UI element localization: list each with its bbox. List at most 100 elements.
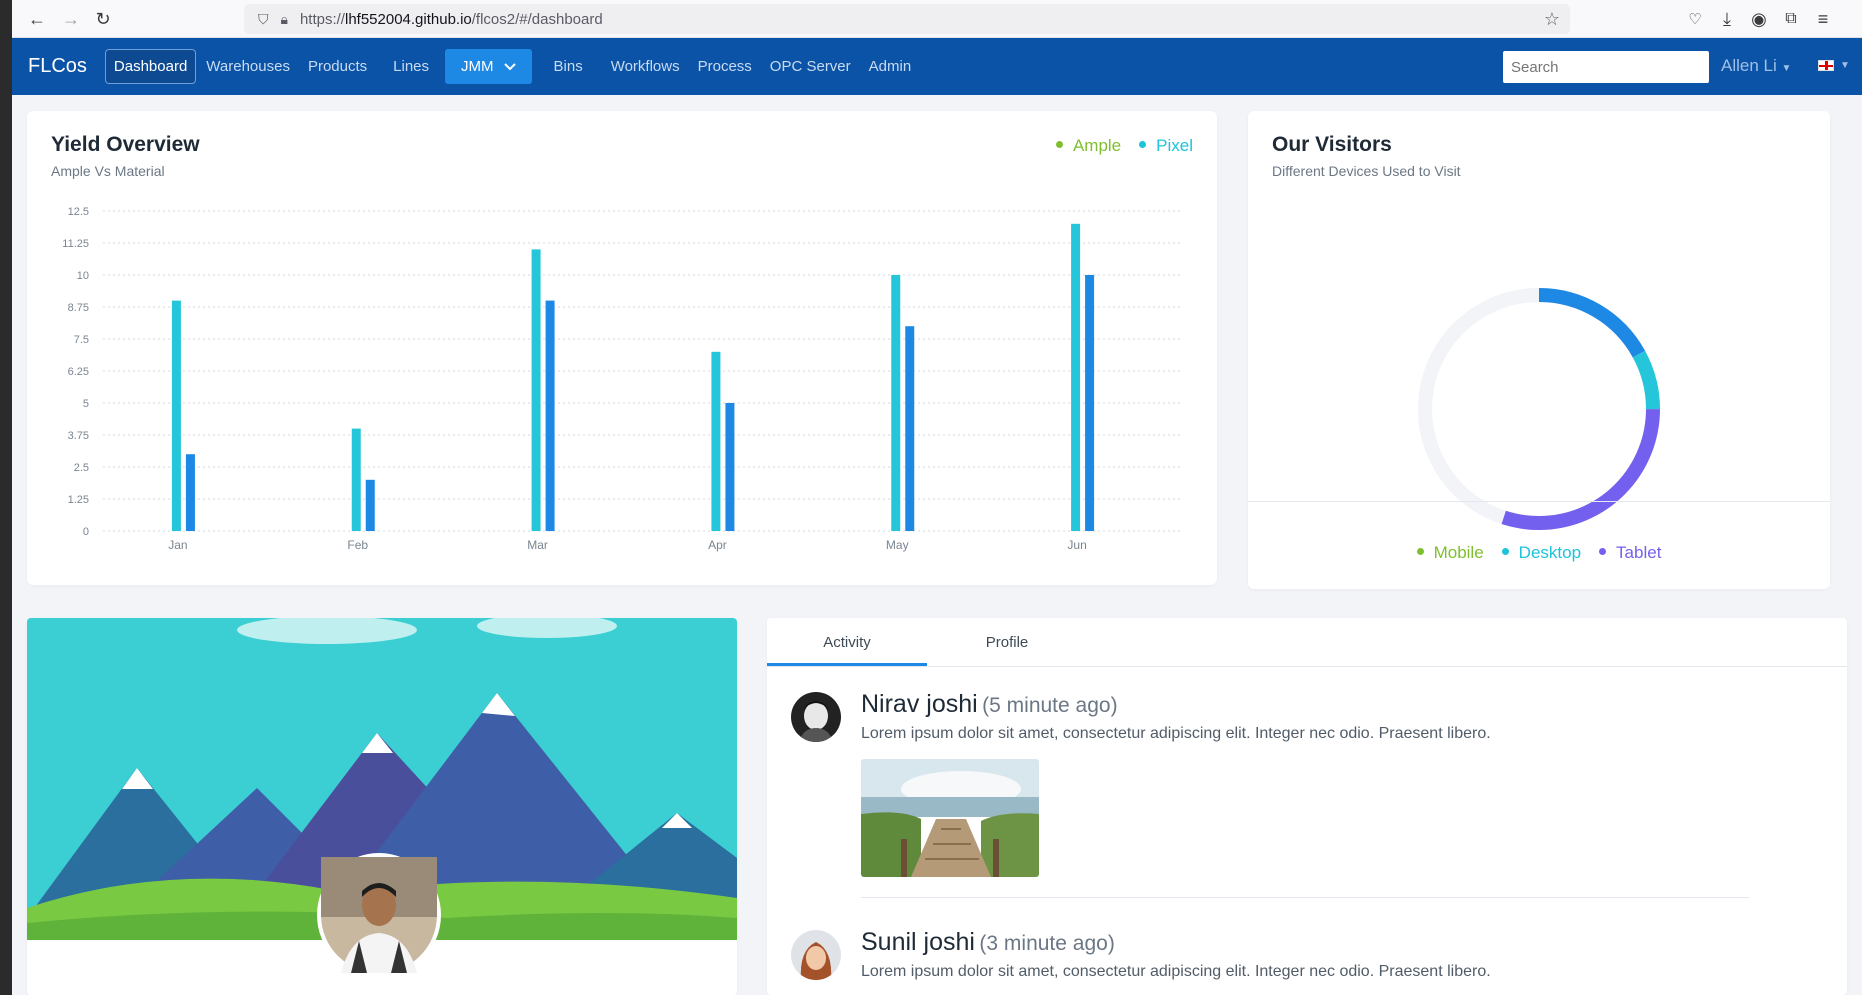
card-title: Our Visitors <box>1272 133 1392 156</box>
legend-dot <box>1501 548 1509 556</box>
nav-bins[interactable]: Bins <box>553 58 583 75</box>
nav-products[interactable]: Products <box>307 58 368 75</box>
y-tick-label: 7.5 <box>74 334 89 346</box>
bar-pixel-jun[interactable] <box>1085 275 1095 531</box>
bar-chart: 0 1.25 2.5 3.75 5 6.25 7.5 8.75 10 11.25 12.5 Jan Fe… <box>62 206 1182 552</box>
y-tick-label: 8.75 <box>68 302 89 314</box>
url-prefix: https:// <box>299 10 345 28</box>
legend-label: Desktop <box>1518 543 1582 562</box>
url-bar[interactable]: ⛉ 🔒︎ https://lhf552004.github.io/flcos2/… <box>244 4 1570 34</box>
tab-activity[interactable]: Activity <box>767 618 927 666</box>
y-tick-label: 11.25 <box>62 238 89 250</box>
y-tick-label: 12.5 <box>68 206 89 218</box>
nav-jmm-dropdown[interactable]: JMM <box>445 49 532 84</box>
browser-toolbar: ← → ↻ ⛉ 🔒︎ https://lhf552004.github.io/f… <box>12 0 1862 38</box>
nav-lines[interactable]: Lines <box>393 58 430 75</box>
download-icon[interactable]: ⤓ <box>1723 8 1731 29</box>
bar-pixel-apr[interactable] <box>725 403 735 531</box>
bar-pixel-mar[interactable] <box>545 300 555 531</box>
y-tick-label: 10 <box>77 270 89 282</box>
tab-profile[interactable]: Profile <box>985 634 1029 651</box>
chart-legend: Ample Pixel <box>1055 136 1193 156</box>
donut-segment[interactable] <box>1418 288 1660 530</box>
profile-banner-card <box>27 618 737 995</box>
bar-ample-apr[interactable] <box>711 351 721 531</box>
user-photo <box>791 930 841 980</box>
x-tick-label: Jan <box>168 538 187 552</box>
donut-chart <box>1418 288 1660 530</box>
avatar[interactable] <box>791 930 841 980</box>
user-photo <box>791 692 841 742</box>
user-menu[interactable]: Allen Li ▼ <box>1721 56 1791 76</box>
avatar[interactable] <box>317 853 441 977</box>
legend-pixel: Pixel <box>1139 136 1193 156</box>
extensions-icon[interactable]: ⧉ <box>1785 10 1797 27</box>
bar-pixel-may[interactable] <box>905 326 915 531</box>
card-subtitle: Different Devices Used to Visit <box>1272 163 1461 179</box>
desktop-edge <box>0 0 12 995</box>
profile-photo <box>321 857 437 973</box>
chevron-down-icon <box>503 62 516 70</box>
visitors-legend: Mobile Desktop Tablet <box>1248 543 1830 563</box>
bar-pixel-jan[interactable] <box>185 454 195 531</box>
x-tick-label: Jun <box>1067 538 1086 552</box>
legend-dot <box>1055 141 1063 149</box>
activity-photo[interactable] <box>861 759 1039 877</box>
visitors-card: Our Visitors Different Devices Used to V… <box>1248 111 1830 589</box>
avatar[interactable] <box>791 692 841 742</box>
nav-dashboard[interactable]: Dashboard <box>104 49 197 84</box>
legend-label: Pixel <box>1156 136 1193 155</box>
x-tick-label: Mar <box>527 538 548 552</box>
activity-card: Activity Profile Nirav joshi (5 minute a… <box>767 618 1847 995</box>
url-path: /flcos2/#/dashboard <box>471 10 603 28</box>
bar-ample-may[interactable] <box>891 275 901 531</box>
donut-segment[interactable] <box>1418 288 1660 530</box>
yield-overview-card: Yield Overview Ample Vs Material Ample P… <box>27 111 1217 585</box>
user-name: Allen Li <box>1721 56 1777 75</box>
activity-text: Lorem ipsum dolor sit amet, consectetur … <box>861 725 1491 742</box>
bar-ample-feb[interactable] <box>351 428 361 531</box>
nav-process[interactable]: Process <box>697 58 752 75</box>
top-navbar: FLCos Dashboard Warehouses Products Line… <box>12 38 1862 95</box>
nav-admin[interactable]: Admin <box>868 58 912 75</box>
shield-icon: ⛉ <box>258 10 269 27</box>
divider <box>861 897 1749 898</box>
forward-arrow-icon[interactable]: → <box>62 8 80 29</box>
caret-down-icon: ▼ <box>1781 63 1792 74</box>
legend-label: Mobile <box>1433 543 1484 562</box>
nav-warehouses[interactable]: Warehouses <box>206 58 290 75</box>
legend-ample: Ample <box>1055 136 1121 156</box>
divider <box>1248 501 1830 502</box>
x-tick-label: Feb <box>347 538 368 552</box>
y-tick-label: 2.5 <box>74 462 89 474</box>
brand-logo[interactable]: FLCos <box>28 55 87 77</box>
bar-ample-mar[interactable] <box>531 249 541 531</box>
bar-ample-jan[interactable] <box>171 300 181 531</box>
search-input[interactable] <box>1503 51 1709 83</box>
activity-user-name[interactable]: Nirav joshi <box>861 690 978 718</box>
list-item: Nirav joshi (5 minute ago) Lorem ipsum d… <box>861 690 1491 882</box>
card-title: Yield Overview <box>51 133 200 156</box>
pocket-icon[interactable]: ♡ <box>1688 11 1702 28</box>
account-icon[interactable]: ◉ <box>1751 8 1767 29</box>
activity-tabs: Activity Profile <box>767 618 1847 667</box>
caret-down-icon[interactable]: ▼ <box>1840 60 1850 71</box>
list-item: Sunil joshi (3 minute ago) Lorem ipsum d… <box>861 928 1491 981</box>
nav-opc-server[interactable]: OPC Server <box>769 58 851 75</box>
nav-workflows[interactable]: Workflows <box>610 58 680 75</box>
reload-icon[interactable]: ↻ <box>95 8 111 29</box>
donut-segment[interactable] <box>1418 288 1660 530</box>
bookmark-star-icon[interactable]: ☆ <box>1543 9 1560 29</box>
menu-icon[interactable]: ≡ <box>1817 8 1829 29</box>
y-tick-label: 6.25 <box>68 366 89 378</box>
bar-ample-jun[interactable] <box>1071 223 1081 532</box>
back-arrow-icon[interactable]: ← <box>28 8 46 29</box>
x-tick-label: May <box>886 538 909 552</box>
language-flag-icon[interactable] <box>1818 60 1834 71</box>
legend-label: Tablet <box>1616 543 1662 562</box>
x-tick-label: Apr <box>708 538 727 552</box>
activity-user-name[interactable]: Sunil joshi <box>861 928 975 956</box>
bar-pixel-feb[interactable] <box>365 479 375 531</box>
legend-dot <box>1599 548 1607 556</box>
y-tick-label: 5 <box>83 398 89 410</box>
